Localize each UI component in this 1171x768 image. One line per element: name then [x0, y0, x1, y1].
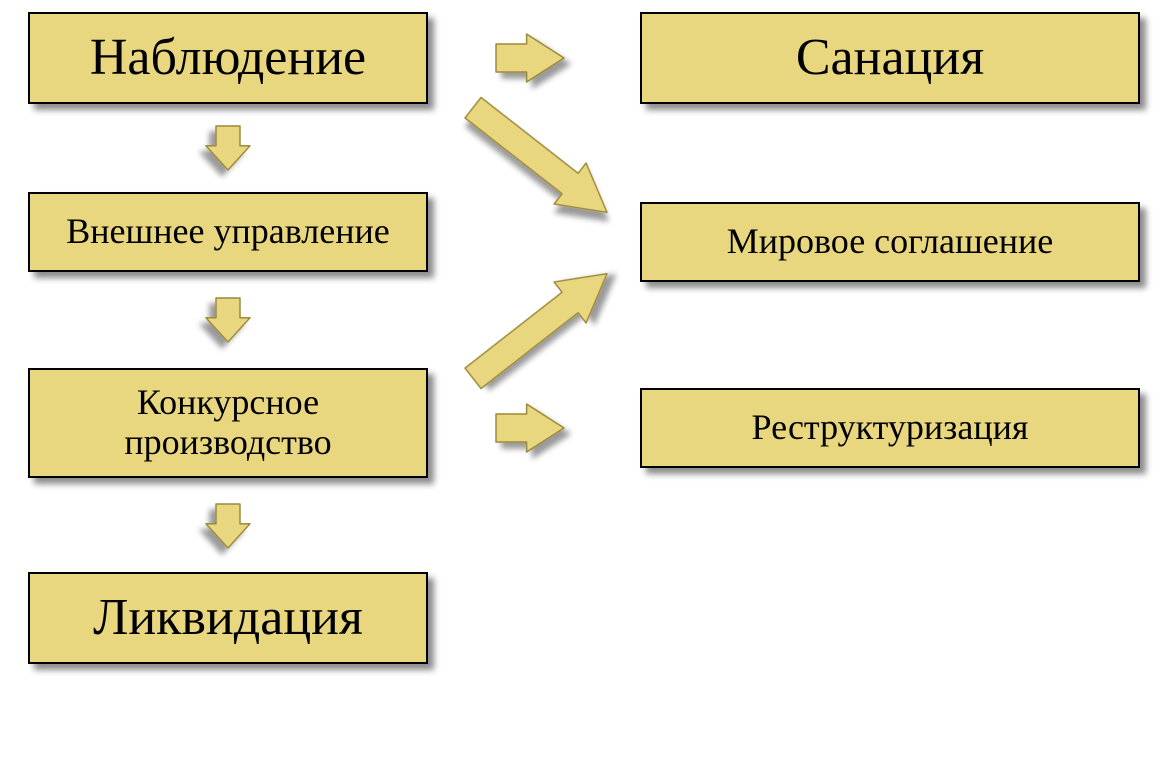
node-liquidation: Ликвидация — [28, 572, 428, 664]
node-observation: Наблюдение — [28, 12, 428, 104]
arrow-icon — [228, 148, 229, 149]
node-label: Мировое соглашение — [727, 222, 1054, 262]
arrow-icon — [530, 58, 531, 59]
node-label: Санация — [796, 29, 984, 86]
arrow-icon — [540, 326, 541, 327]
node-label: Реструктуризация — [752, 408, 1029, 448]
node-bankruptcy-proceedings: Конкурсное производство — [28, 368, 428, 478]
arrow-icon — [530, 428, 531, 429]
node-label: Конкурсное производство — [124, 383, 331, 462]
node-label: Внешнее управление — [66, 212, 389, 252]
node-label: Ликвидация — [93, 589, 363, 646]
arrow-icon — [540, 160, 541, 161]
node-external-management: Внешнее управление — [28, 192, 428, 272]
node-settlement: Мировое соглашение — [640, 202, 1140, 282]
arrow-icon — [228, 320, 229, 321]
node-sanation: Санация — [640, 12, 1140, 104]
node-label: Наблюдение — [90, 29, 366, 86]
arrow-icon — [228, 526, 229, 527]
node-restructuring: Реструктуризация — [640, 388, 1140, 468]
